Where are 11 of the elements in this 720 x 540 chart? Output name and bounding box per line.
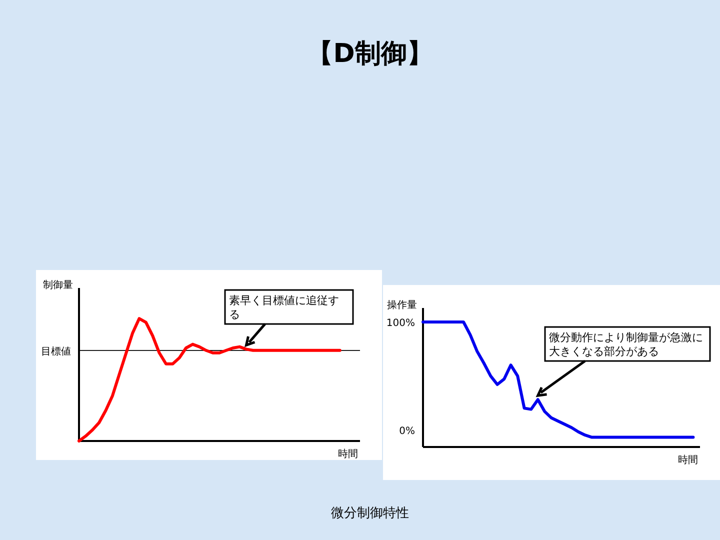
xlabel: 時間 [678,455,698,466]
y-tick-label: 100% [386,318,415,330]
annotation: 微分動作により制御量が急激に大きくなる部分がある [549,331,703,358]
note: 微分制御特性 [331,506,409,521]
ylabel: 操作量 [387,300,417,311]
annotation: 素早く目標値に追従する [229,294,339,321]
y-tick-label: 0% [399,426,415,437]
title: 【D制御】 [307,39,433,69]
xlabel: 時間 [338,449,358,460]
ref-line-label: 目標値 [41,345,71,358]
ylabel: 制御量 [43,280,73,291]
